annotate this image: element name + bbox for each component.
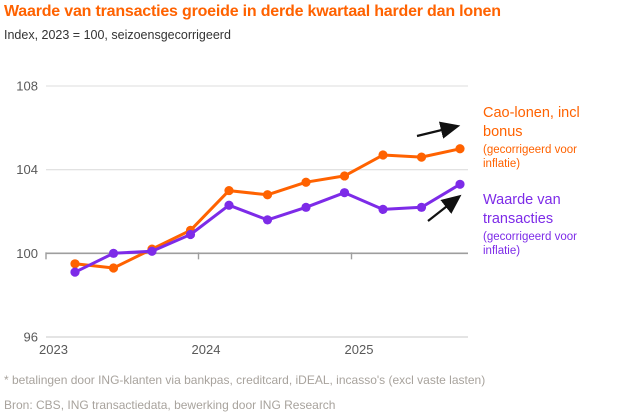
data-point xyxy=(416,202,427,212)
legend-waarde-transacties-label: Waarde van transacties xyxy=(483,192,561,227)
data-point xyxy=(224,200,234,210)
series-layer xyxy=(70,144,465,277)
grid-layer: 96 100 104 108 2023 2024 2025 xyxy=(16,79,468,357)
data-point xyxy=(147,246,157,256)
data-point xyxy=(70,267,80,277)
data-point xyxy=(301,177,311,187)
x-axis-tick-label: 2025 xyxy=(345,342,374,357)
chart-footnote: * betalingen door ING-klanten via bankpa… xyxy=(4,373,486,387)
y-axis-tick-label: 108 xyxy=(16,79,38,94)
y-axis-tick-label: 96 xyxy=(24,330,38,345)
data-point xyxy=(108,263,119,273)
x-axis-tick-label: 2024 xyxy=(192,342,221,357)
data-point xyxy=(108,248,119,258)
data-point xyxy=(455,144,465,154)
data-point xyxy=(378,150,388,160)
x-axis-tick-label: 2023 xyxy=(39,342,68,357)
y-axis-tick-label: 104 xyxy=(16,162,38,177)
data-point xyxy=(70,259,80,269)
data-point xyxy=(224,185,234,196)
data-point xyxy=(185,229,196,240)
data-point xyxy=(262,190,273,200)
y-axis-tick-label: 100 xyxy=(16,246,38,261)
data-point xyxy=(301,202,311,212)
arrow-layer xyxy=(416,121,462,222)
trend-arrow-icon xyxy=(427,194,462,222)
legend-cao-lonen-sublabel: (gecorrigeerd voor inflatie) xyxy=(483,144,577,170)
legend-cao-lonen-label: Cao-lonen, incl bonus xyxy=(483,105,580,140)
data-point xyxy=(378,204,388,215)
trend-arrow-icon xyxy=(416,121,461,139)
data-point xyxy=(339,188,350,198)
data-point xyxy=(416,152,427,162)
data-point xyxy=(455,179,465,189)
chart-source: Bron: CBS, ING transactiedata, bewerking… xyxy=(4,398,336,412)
legend-waarde-transacties: Waarde van transacties (gecorrigeerd voo… xyxy=(483,191,609,258)
legend-waarde-transacties-sublabel: (gecorrigeerd voor inflatie) xyxy=(483,231,577,257)
chart-title: Waarde van transacties groeide in derde … xyxy=(4,3,501,20)
data-point xyxy=(262,215,273,225)
chart-subtitle: Index, 2023 = 100, seizoensgecorrigeerd xyxy=(4,28,231,42)
data-point xyxy=(339,171,350,181)
legend-cao-lonen: Cao-lonen, incl bonus (gecorrigeerd voor… xyxy=(483,104,609,171)
